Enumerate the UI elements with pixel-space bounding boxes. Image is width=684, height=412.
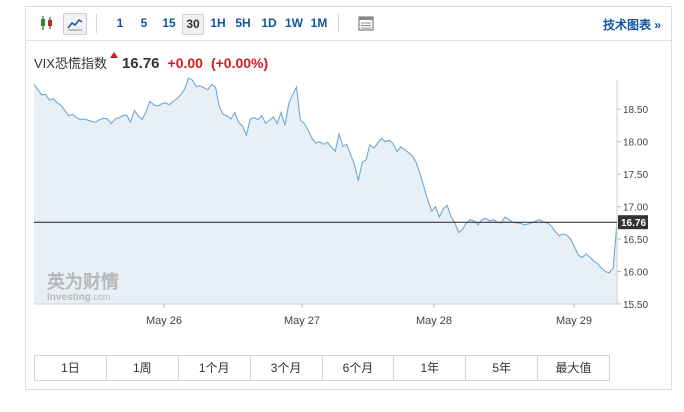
watermark-brand-en: Investing.com [47, 292, 110, 303]
price-series-line [33, 77, 618, 274]
interval-1d[interactable]: 1D [261, 16, 277, 30]
interval-1[interactable]: 1 [116, 16, 124, 30]
table-view-icon[interactable] [355, 13, 377, 33]
price-change-percent: (+0.00%) [210, 55, 269, 71]
y-tick-label: 16.00 [623, 268, 648, 279]
y-tick-label: 15.50 [623, 300, 648, 311]
instrument-name: VIX恐慌指数 [34, 56, 107, 71]
range-1-month[interactable]: 1个月 [178, 356, 251, 380]
chart-toolbar: 1 5 15 30 1H 5H 1D 1W 1M 技术图表 » [26, 7, 671, 41]
current-price-label: 16.76 [621, 218, 646, 229]
watermark-brand-name: Investing [47, 292, 91, 303]
range-6-months[interactable]: 6个月 [322, 356, 395, 380]
range-3-months[interactable]: 3个月 [250, 356, 323, 380]
interval-30[interactable]: 30 [182, 14, 204, 35]
y-tick-label: 16.50 [623, 235, 648, 246]
interval-5h[interactable]: 5H [235, 16, 251, 30]
interval-5[interactable]: 5 [140, 16, 148, 30]
range-5-years[interactable]: 5年 [466, 356, 539, 380]
range-1-day[interactable]: 1日 [35, 356, 107, 380]
interval-15[interactable]: 15 [162, 16, 176, 30]
time-range-selector: 1日 1周 1个月 3个月 6个月 1年 5年 最大值 [34, 355, 610, 381]
candlestick-chart-icon[interactable] [36, 13, 58, 33]
range-max[interactable]: 最大值 [538, 356, 609, 380]
x-tick-label: May 27 [284, 315, 320, 327]
watermark-brand-suffix: .com [91, 292, 111, 302]
watermark-brand-cn: 英为财情 [46, 271, 119, 293]
technical-chart-link[interactable]: 技术图表 » [602, 18, 661, 32]
up-arrow-icon [109, 52, 118, 58]
price-area-fill [34, 78, 617, 304]
y-tick-label: 18.50 [623, 105, 648, 116]
x-tick-label: May 26 [146, 315, 182, 327]
plot-area: 18.50 18.00 17.50 17.00 16.50 16.00 15.50 May 2… [33, 77, 648, 327]
price-chart[interactable]: 18.50 18.00 17.50 17.00 16.50 16.00 15.50 May 2… [26, 7, 671, 347]
interval-1m[interactable]: 1M [310, 16, 328, 30]
interval-1h[interactable]: 1H [210, 16, 226, 30]
price-change: +0.00 [167, 55, 203, 71]
range-1-year[interactable]: 1年 [394, 356, 467, 380]
x-tick-label: May 28 [416, 315, 452, 327]
quote-header: VIX恐慌指数 16.76 +0.00 (+0.00%) [34, 52, 268, 72]
toolbar-divider [96, 14, 97, 33]
chart-widget: 1 5 15 30 1H 5H 1D 1W 1M 技术图表 » VIX恐慌指数 1… [25, 6, 672, 390]
investing-watermark: 英为财情 Investing.com [46, 271, 119, 303]
y-tick-label: 17.00 [623, 203, 648, 214]
interval-1w[interactable]: 1W [285, 16, 303, 30]
y-tick-label: 18.00 [623, 138, 648, 149]
current-price-tag [618, 215, 648, 230]
last-price: 16.76 [121, 55, 160, 72]
range-1-week[interactable]: 1周 [106, 356, 179, 380]
x-tick-label: May 29 [556, 315, 592, 327]
toolbar-divider [338, 14, 339, 33]
area-chart-icon[interactable] [63, 13, 87, 35]
y-tick-label: 17.50 [623, 170, 648, 181]
